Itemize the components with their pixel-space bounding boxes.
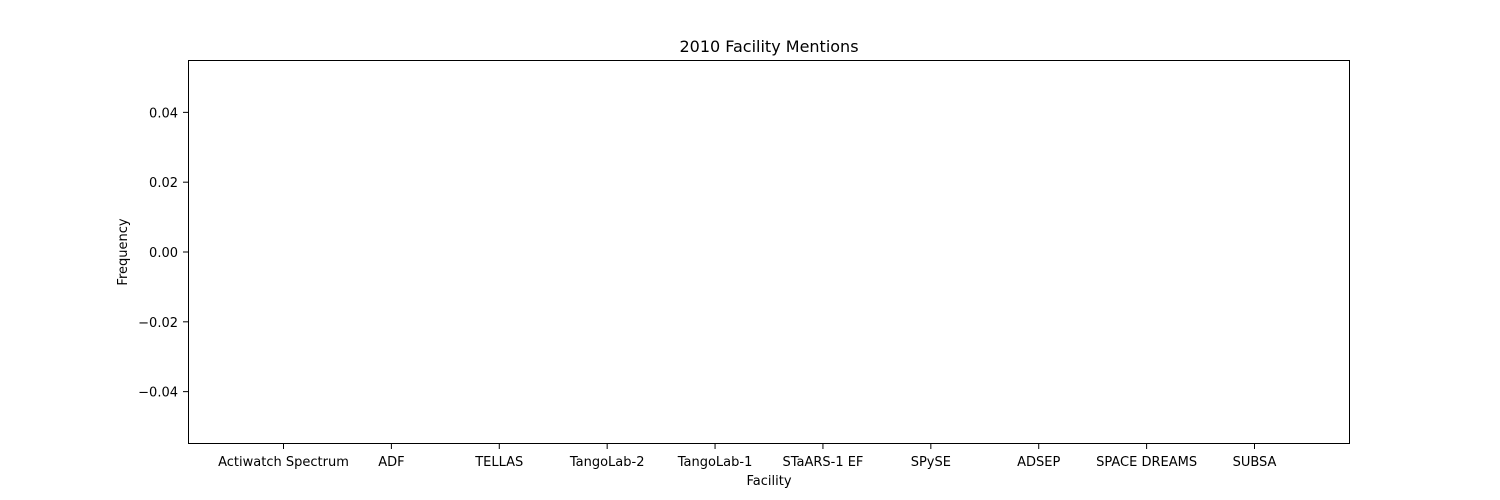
x-tick-label: ADSEP [1017, 455, 1060, 470]
x-tick-label: SPySE [911, 455, 951, 470]
y-tick-label: −0.02 [138, 316, 178, 331]
y-tick-label: 0.04 [149, 106, 178, 121]
y-axis-ticks: −0.04 −0.02 0.00 0.02 0.04 [138, 106, 188, 401]
y-tick-label: 0.02 [149, 176, 178, 191]
chart-title: 2010 Facility Mentions [679, 37, 858, 56]
x-tick-label: ADF [378, 455, 404, 470]
y-tick-label: −0.04 [138, 386, 178, 401]
x-tick-label: SUBSA [1233, 455, 1277, 470]
y-tick-label: 0.00 [149, 246, 178, 261]
x-tick-label: Actiwatch Spectrum [218, 455, 349, 470]
plot-area-frame [188, 60, 1350, 444]
x-tick-label: TELLAS [474, 455, 523, 470]
x-tick-label: SPACE DREAMS [1096, 455, 1197, 470]
y-axis-label: Frequency [116, 218, 131, 285]
x-axis-label: Facility [746, 474, 791, 489]
x-tick-label: TangoLab-1 [677, 455, 753, 470]
x-axis-ticks: Actiwatch Spectrum ADF TELLAS TangoLab-2 Tan… [218, 444, 1277, 470]
x-tick-label: STaARS-1 EF [782, 455, 863, 470]
x-tick-label: TangoLab-2 [569, 455, 645, 470]
